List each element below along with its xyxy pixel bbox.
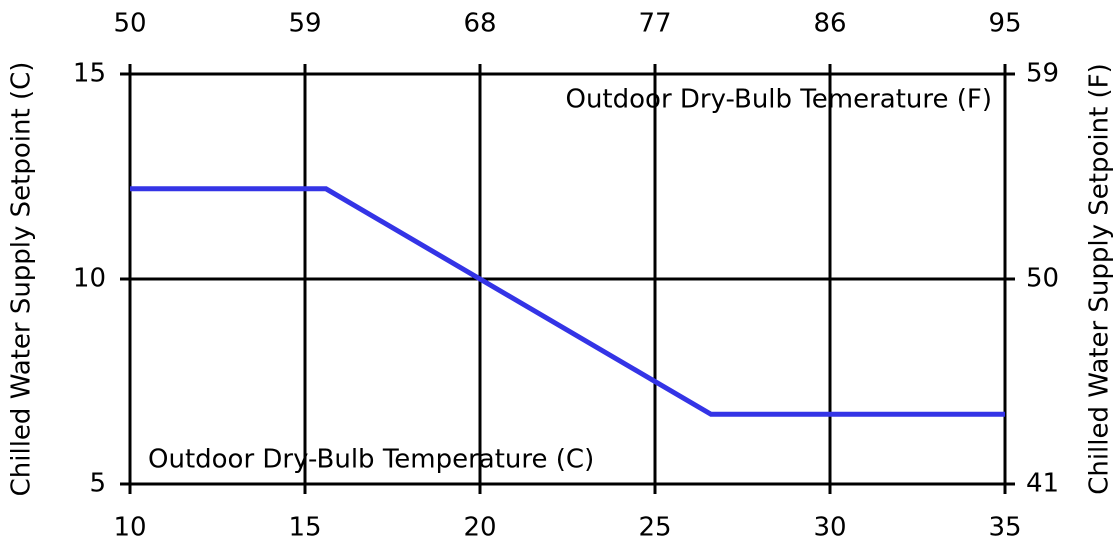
y2-axis-title: Chilled Water Supply Setpoint (F) bbox=[1085, 63, 1115, 495]
x2-axis-title: Outdoor Dry-Bulb Temerature (F) bbox=[565, 85, 992, 115]
x2-tick-label: 77 bbox=[638, 9, 671, 39]
y2-tick-label: 50 bbox=[1026, 264, 1059, 294]
x2-tick-label: 59 bbox=[288, 9, 321, 39]
x-tick-label: 15 bbox=[288, 513, 321, 543]
x-tick-label: 30 bbox=[813, 513, 846, 543]
x-tick-label: 20 bbox=[463, 513, 496, 543]
x2-tick-label: 86 bbox=[813, 9, 846, 39]
x2-tick-label: 68 bbox=[463, 9, 496, 39]
data-line bbox=[130, 186, 1005, 417]
y-tick-label: 5 bbox=[89, 469, 106, 499]
x2-tick-label: 50 bbox=[113, 9, 146, 39]
x-tick-label: 35 bbox=[988, 513, 1021, 543]
y2-tick-label: 59 bbox=[1026, 59, 1059, 89]
y-axis-title: Chilled Water Supply Setpoint (C) bbox=[7, 62, 37, 497]
x-axis-title: Outdoor Dry-Bulb Temperature (C) bbox=[148, 445, 594, 475]
x2-tick-label: 95 bbox=[988, 9, 1021, 39]
y-tick-label: 15 bbox=[73, 59, 106, 89]
y2-tick-label: 41 bbox=[1026, 469, 1059, 499]
x-tick-label: 25 bbox=[638, 513, 671, 543]
y-tick-label: 10 bbox=[73, 264, 106, 294]
x-tick-label: 10 bbox=[113, 513, 146, 543]
